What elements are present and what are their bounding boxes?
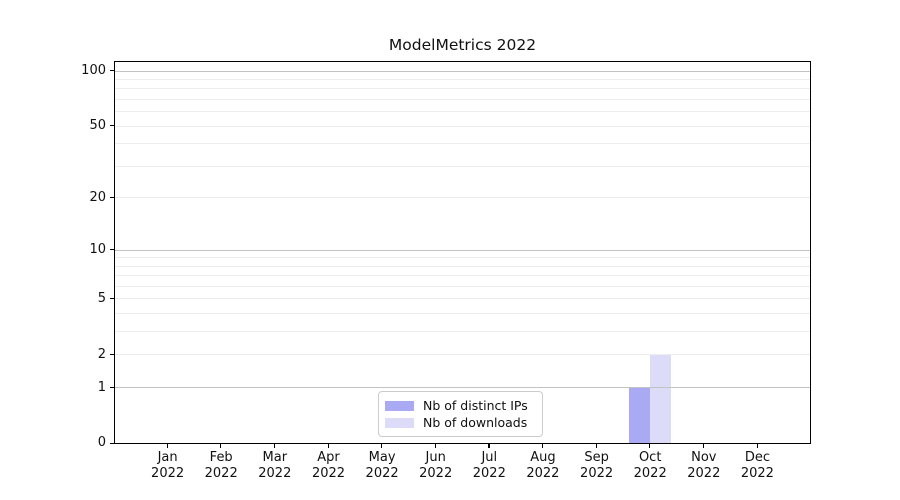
ytick-label-2: 2 (97, 346, 106, 362)
xtick-mark-jul (488, 444, 490, 449)
ytick-label-10: 10 (89, 241, 106, 257)
xtick-label-oct: Oct 2022 (622, 450, 678, 481)
xtick-mark-dec (756, 444, 758, 449)
ytick-mark-10 (109, 249, 114, 251)
xtick-year: 2022 (311, 465, 346, 481)
xtick-month: Aug (530, 450, 556, 465)
xtick-label-jan: Jan 2022 (140, 450, 196, 481)
xtick-month: Apr (317, 450, 340, 465)
xtick-year: 2022 (687, 465, 721, 481)
xtick-mark-jan (166, 444, 168, 449)
xtick-label-mar: Mar 2022 (247, 450, 303, 481)
ytick-mark-0 (109, 442, 114, 444)
xtick-month: Jul (481, 450, 498, 465)
xtick-year: 2022 (580, 465, 614, 481)
ytick-label-1: 1 (97, 379, 106, 395)
ytick-label-100: 100 (81, 63, 106, 78)
xtick-label-aug: Aug 2022 (515, 450, 571, 481)
xtick-label-apr: Apr 2022 (301, 450, 357, 481)
xtick-mark-mar (273, 444, 276, 449)
xtick-mark-apr (327, 444, 329, 449)
ytick-mark-1 (109, 386, 114, 388)
ytick-label-5: 5 (97, 290, 106, 306)
xtick-label-nov: Nov 2022 (676, 450, 732, 481)
ytick-mark-5 (109, 297, 114, 300)
xtick-label-feb: Feb 2022 (193, 450, 249, 481)
ytick-label-0: 0 (97, 435, 106, 451)
xtick-year: 2022 (472, 465, 506, 481)
ytick-mark-20 (109, 196, 114, 198)
legend-item-distinct-ips: Nb of distinct IPs (385, 397, 542, 414)
ytick-mark-2 (109, 353, 114, 356)
xtick-mark-oct (649, 444, 651, 449)
xtick-year: 2022 (419, 465, 453, 481)
xtick-month: Sep (584, 450, 609, 465)
xtick-mark-feb (220, 444, 222, 449)
xtick-label-jun: Jun 2022 (408, 450, 464, 481)
xtick-label-dec: Dec 2022 (729, 450, 785, 481)
xtick-month: Oct (638, 450, 662, 465)
xtick-label-jul: Jul 2022 (461, 450, 517, 481)
xtick-mark-jun (434, 444, 436, 449)
xtick-year: 2022 (633, 465, 667, 481)
legend-label-downloads: Nb of downloads (423, 415, 528, 430)
xtick-label-may: May 2022 (354, 450, 410, 481)
bar-oct-nb-of-downloads (649, 355, 671, 443)
legend-item-downloads: Nb of downloads (385, 414, 542, 431)
xtick-year: 2022 (365, 465, 399, 481)
xtick-year: 2022 (526, 465, 560, 481)
xtick-month: Mar (262, 450, 288, 465)
ytick-mark-100 (109, 70, 114, 72)
xtick-month: Dec (744, 450, 770, 465)
xtick-mark-nov (702, 444, 705, 449)
legend: Nb of distinct IPs Nb of downloads (378, 391, 543, 437)
chart-title: ModelMetrics 2022 (388, 36, 537, 54)
xtick-mark-sep (595, 444, 597, 449)
bars-layer (115, 62, 810, 443)
legend-swatch-downloads (385, 417, 414, 428)
xtick-year: 2022 (740, 465, 774, 481)
ytick-mark-50 (109, 125, 114, 127)
legend-swatch-distinct-ips (385, 400, 414, 411)
xtick-month: Jan (157, 450, 178, 465)
bar-oct-nb-of-distinct-ips (628, 387, 650, 443)
xtick-month: May (368, 450, 396, 465)
xtick-mark-aug (542, 444, 544, 449)
xtick-year: 2022 (258, 465, 292, 481)
xtick-year: 2022 (204, 465, 238, 481)
legend-label-distinct-ips: Nb of distinct IPs (423, 398, 528, 413)
plot-area (109, 61, 811, 449)
xtick-year: 2022 (151, 465, 185, 481)
xtick-month: Jun (425, 450, 446, 465)
ytick-label-50: 50 (89, 118, 106, 134)
xtick-label-sep: Sep 2022 (569, 450, 625, 481)
xtick-month: Nov (691, 450, 717, 465)
xtick-month: Feb (209, 450, 233, 465)
xtick-mark-may (381, 444, 383, 449)
ytick-label-20: 20 (89, 189, 106, 205)
